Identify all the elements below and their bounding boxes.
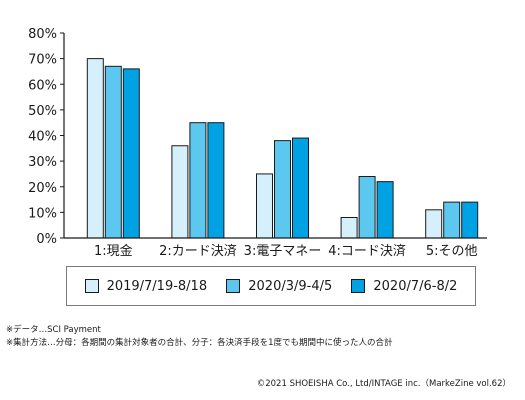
y-axis-ticks: 0% 10% 20% 30% 40% 50% 60% 70% 80% <box>28 27 64 247</box>
x-tick-label: 2:カード決済 <box>159 243 237 259</box>
bar-cat4-series2 <box>358 176 376 239</box>
bar-chart: 0% 10% 20% 30% 40% 50% 60% 70% 80% 1:現金 2:カード決済 3:… <box>28 27 487 259</box>
bar-cat3-series2 <box>274 140 291 239</box>
y-tick-label: 60% <box>28 78 57 93</box>
note-method: ※集計方法…分母：各期間の集計対象者の合計、分子：各決済手段を1度でも期間中に使… <box>6 338 393 348</box>
legend-item-series-3: 2020/7/6-8/2 <box>351 279 457 294</box>
bar-cat2-series1 <box>171 145 189 239</box>
y-tick-label: 50% <box>28 104 57 119</box>
legend-item-series-1: 2019/7/19-8/18 <box>84 278 208 294</box>
x-tick-label: 4:コード決済 <box>328 243 406 259</box>
bar-cat5-series1 <box>425 209 443 239</box>
y-tick-label: 0% <box>36 232 57 247</box>
x-tick-label: 1:現金 <box>94 243 133 259</box>
x-tick-label: 5:その他 <box>426 244 478 259</box>
y-tick-label: 10% <box>28 206 57 221</box>
bar-cat3-series3 <box>292 137 309 239</box>
x-tick-label: 3:電子マネー <box>244 244 322 259</box>
bar-cat2-series2 <box>189 122 207 239</box>
x-axis-labels: 1:現金 2:カード決済 3:電子マネー 4:コード決済 5:その他 <box>94 243 478 259</box>
bar-cat1-series1 <box>86 58 104 239</box>
bar-cat1-series2 <box>104 65 122 239</box>
legend-label-series-1: 2019/7/19-8/18 <box>106 278 208 294</box>
legend: 2019/7/19-8/18 2020/3/9-4/5 2020/7/6-8/2 <box>66 266 476 306</box>
bar-cat4-series3 <box>376 181 394 239</box>
notes: ※データ…SCI Payment ※集計方法…分母：各期間の集計対象者の合計、分… <box>6 324 393 350</box>
legend-label-series-3: 2020/7/6-8/2 <box>373 278 458 294</box>
y-tick-label: 70% <box>28 53 57 68</box>
y-tick-label: 40% <box>28 130 57 145</box>
bars <box>86 58 479 239</box>
legend-swatch-series-3 <box>351 279 366 293</box>
note-data-source: ※データ…SCI Payment <box>6 325 101 335</box>
y-tick-label: 30% <box>28 155 57 170</box>
legend-swatch-series-1 <box>84 279 99 293</box>
legend-item-series-2: 2020/3/9-4/5 <box>226 279 332 294</box>
bar-cat2-series3 <box>207 122 225 239</box>
bar-cat1-series3 <box>122 68 140 239</box>
legend-swatch-series-2 <box>226 279 241 293</box>
bar-cat5-series3 <box>461 201 479 239</box>
bar-cat5-series2 <box>443 201 461 239</box>
legend-label-series-2: 2020/3/9-4/5 <box>248 278 333 294</box>
y-tick-label: 20% <box>28 181 57 196</box>
bar-cat3-series1 <box>256 173 273 239</box>
bar-cat4-series1 <box>340 217 358 239</box>
y-tick-label: 80% <box>28 27 57 42</box>
copyright: ©2021 SHOEISHA Co., Ltd/INTAGE inc.（Mark… <box>256 379 511 389</box>
